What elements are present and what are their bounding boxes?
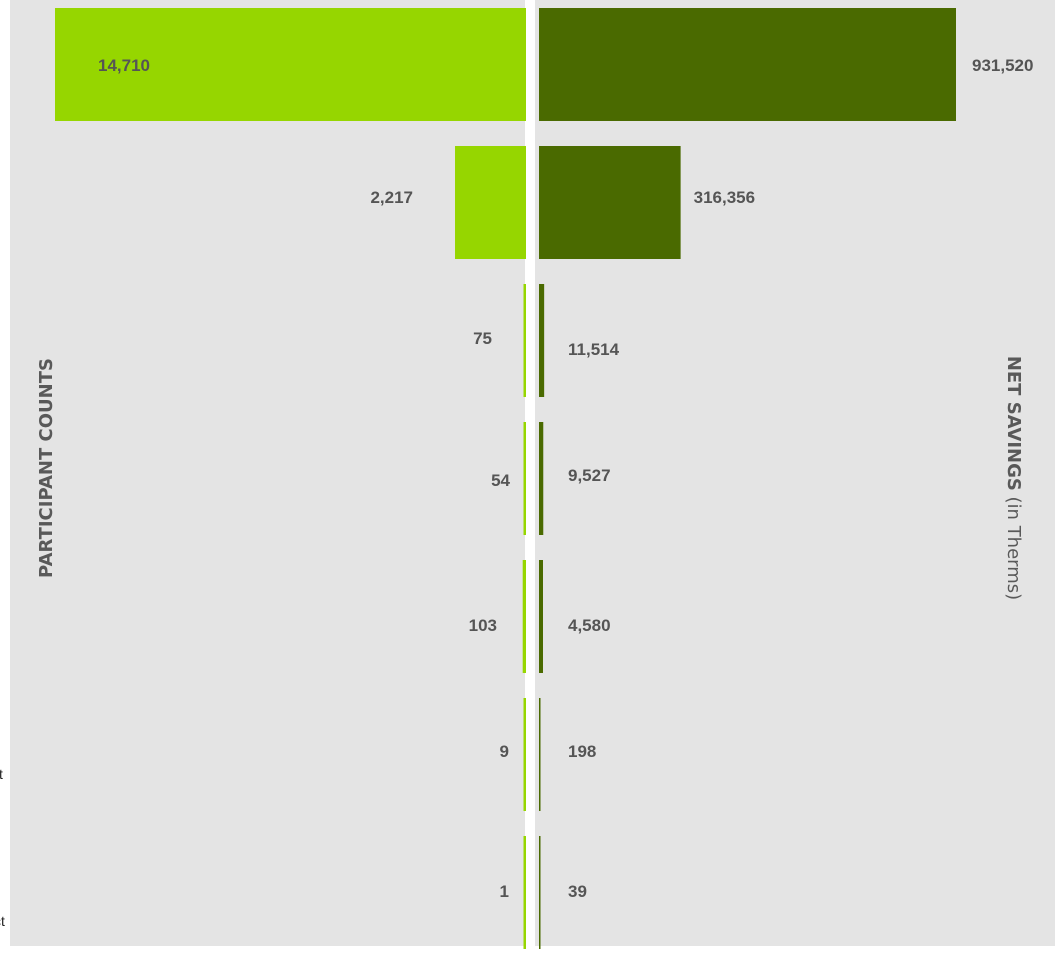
participant-bar-5 bbox=[522, 560, 526, 673]
participant-label-6: 9 bbox=[500, 742, 509, 761]
edge-fragment-2-wrap: ct bbox=[0, 913, 10, 933]
left-panel-background bbox=[10, 0, 525, 946]
savings-bar-4 bbox=[539, 422, 544, 535]
participant-bar-1 bbox=[55, 8, 526, 121]
edge-fragment-1-wrap: t bbox=[0, 766, 10, 786]
right-axis-title: NET SAVINGS (in Therms) bbox=[1003, 356, 1024, 600]
right-panel-background bbox=[535, 0, 1055, 946]
edge-fragment-2: ct bbox=[0, 913, 5, 929]
participant-label-7: 1 bbox=[500, 882, 509, 901]
savings-label-1: 931,520 bbox=[972, 56, 1033, 75]
savings-bar-2 bbox=[539, 146, 681, 259]
savings-bar-5 bbox=[539, 560, 543, 673]
participant-bar-4 bbox=[523, 422, 526, 535]
savings-label-5: 4,580 bbox=[568, 616, 611, 635]
right-axis-title-bold: NET SAVINGS bbox=[1003, 356, 1024, 491]
participant-bar-3 bbox=[523, 284, 526, 397]
participant-label-5: 103 bbox=[469, 616, 497, 635]
savings-bar-3 bbox=[539, 284, 545, 397]
edge-fragment-1: t bbox=[0, 766, 3, 782]
participant-bar-7 bbox=[523, 836, 526, 949]
savings-label-2: 316,356 bbox=[694, 188, 755, 207]
participant-label-3: 75 bbox=[473, 329, 492, 348]
savings-label-6: 198 bbox=[568, 742, 596, 761]
participant-label-1: 14,710 bbox=[98, 56, 150, 75]
savings-bar-7 bbox=[539, 836, 541, 949]
right-axis-title-unit: (in Therms) bbox=[1003, 491, 1024, 600]
participant-label-4: 54 bbox=[491, 471, 510, 490]
participant-bar-2 bbox=[455, 146, 526, 259]
left-axis-title: PARTICIPANT COUNTS bbox=[36, 358, 57, 578]
savings-bar-6 bbox=[539, 698, 541, 811]
participant-label-2: 2,217 bbox=[370, 188, 413, 207]
savings-bar-1 bbox=[539, 8, 956, 121]
savings-label-7: 39 bbox=[568, 882, 587, 901]
participant-bar-6 bbox=[523, 698, 526, 811]
savings-label-4: 9,527 bbox=[568, 466, 611, 485]
savings-label-3: 11,514 bbox=[568, 340, 620, 359]
